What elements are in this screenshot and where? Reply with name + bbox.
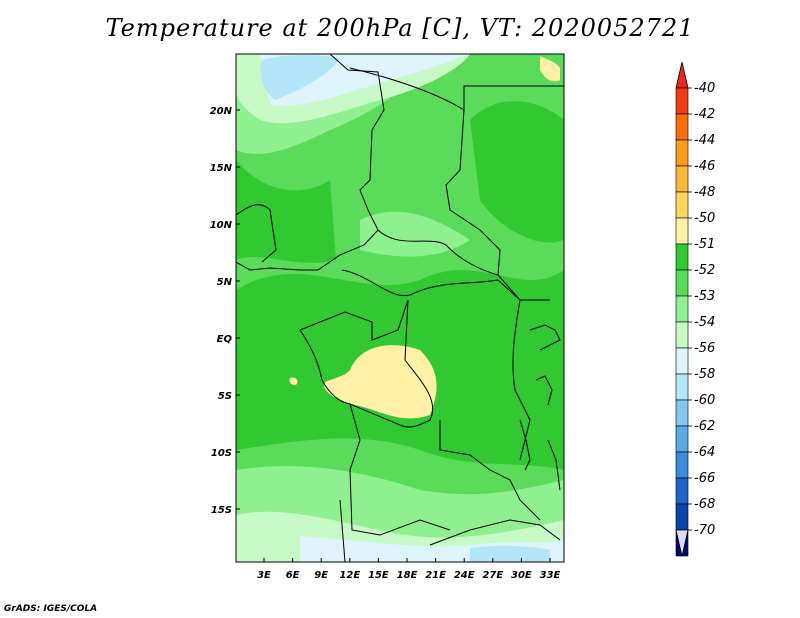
lon-tick-label: 24E <box>454 570 475 581</box>
lake-tanganyika <box>519 419 531 471</box>
lat-tick-label: 15S <box>211 505 232 516</box>
lon-tick-label: 6E <box>286 570 300 581</box>
colorbar-top-cap <box>675 61 689 89</box>
field-band-51-ne <box>540 56 560 82</box>
lat-tick-label: 5S <box>218 391 232 402</box>
colorbar-label: -64 <box>694 445 715 460</box>
colorbar-swatch <box>675 269 689 297</box>
lon-tick-label: 18E <box>397 570 418 581</box>
grads-credit: GrADS: IGES/COLA <box>4 604 98 614</box>
border-drc-west <box>349 299 434 428</box>
colorbar-bottom-cap <box>675 529 689 557</box>
field-band-58-north <box>260 55 340 100</box>
temperature-field <box>236 54 564 562</box>
lat-tick-label: 10S <box>211 448 232 459</box>
lon-tick-label: 33E <box>540 570 561 581</box>
colorbar-label: -48 <box>694 185 715 200</box>
map-frame <box>235 53 565 563</box>
border-westafrica <box>236 204 277 263</box>
colorbar-swatch <box>675 425 689 453</box>
colorbar-swatch <box>675 165 689 193</box>
colorbar-swatch <box>675 451 689 479</box>
chart-title: Temperature at 200hPa [C], VT: 202005272… <box>105 14 695 42</box>
colorbar-label: -56 <box>694 341 715 356</box>
lat-tick-label: 20N <box>210 106 233 117</box>
colorbar-label: -54 <box>694 315 715 330</box>
colorbar-swatch <box>675 373 689 401</box>
border-car-south <box>341 269 499 297</box>
lon-tick-label: 12E <box>339 570 360 581</box>
colorbar-label: -42 <box>694 107 715 122</box>
longitude-axis: 3E 6E 9E 12E 15E 18E 21E 24E 27E 30E 33E <box>257 558 561 581</box>
colorbar-swatch <box>675 477 689 505</box>
border-sudan <box>445 109 550 301</box>
lon-tick-label: 27E <box>482 570 503 581</box>
colorbar-swatch <box>675 87 689 115</box>
colorbar-label: -66 <box>694 471 715 486</box>
colorbar-swatch <box>675 217 689 245</box>
lon-tick-label: 30E <box>511 570 532 581</box>
colorbar-label: -68 <box>694 497 715 512</box>
border-cameroon-gabon <box>299 299 409 341</box>
field-band-53-center <box>360 211 470 257</box>
colorbar-swatch <box>675 347 689 375</box>
border-uganda-kenya <box>529 324 561 351</box>
colorbar-label: -62 <box>694 419 715 434</box>
field-band-52-west <box>236 160 336 263</box>
colorbar-swatch <box>675 399 689 427</box>
lat-tick-label: 5N <box>217 277 233 288</box>
colorbar-swatch <box>675 243 689 271</box>
colorbar-label: -40 <box>694 81 715 96</box>
border-angola <box>349 403 451 536</box>
colorbar-label: -53 <box>694 289 715 304</box>
colorbar: -40 -42 -44 -46 -48 -50 -51 -52 -53 -54 -56 -58 -60 -… <box>675 61 715 557</box>
lat-tick-label: 10N <box>210 220 233 231</box>
border-drc-east <box>497 279 531 461</box>
colorbar-label: -60 <box>694 393 715 408</box>
colorbar-label: -50 <box>694 211 715 226</box>
border-chad-niger-nigeria <box>236 54 385 271</box>
colorbar-label: -70 <box>694 523 715 538</box>
lon-tick-label: 9E <box>314 570 328 581</box>
lon-tick-label: 3E <box>257 570 271 581</box>
colorbar-label: -46 <box>694 159 715 174</box>
lat-tick-label: EQ <box>217 334 233 345</box>
lon-tick-label: 21E <box>425 570 446 581</box>
colorbar-label: -52 <box>694 263 715 278</box>
border-libya-egypt <box>349 67 564 111</box>
colorbar-label: -58 <box>694 367 715 382</box>
border-car-north <box>377 229 499 276</box>
colorbar-swatch <box>675 113 689 141</box>
lake-victoria <box>535 375 553 406</box>
colorbar-swatch <box>675 503 689 531</box>
colorbar-swatch <box>675 191 689 219</box>
border-southern <box>429 519 561 546</box>
colorbar-swatch <box>675 139 689 167</box>
colorbar-swatch <box>675 295 689 323</box>
field-band-51-coast <box>289 377 298 386</box>
lake-malawi <box>547 439 561 491</box>
field-band-58-south <box>470 545 550 562</box>
field-band-52-east <box>470 101 564 243</box>
country-borders <box>236 54 564 562</box>
lat-tick-label: 15N <box>210 163 233 174</box>
coastline-gabon <box>299 329 351 405</box>
latitude-axis: 20N 15N 10N 5N EQ 5S 10S 15S <box>210 106 240 516</box>
lon-tick-label: 15E <box>368 570 389 581</box>
colorbar-swatch <box>675 321 689 349</box>
field-band-51-congo <box>324 345 437 419</box>
colorbar-label: -51 <box>694 237 715 252</box>
colorbar-label: -44 <box>694 133 715 148</box>
border-namibia <box>339 499 346 562</box>
border-zambia <box>439 420 541 521</box>
